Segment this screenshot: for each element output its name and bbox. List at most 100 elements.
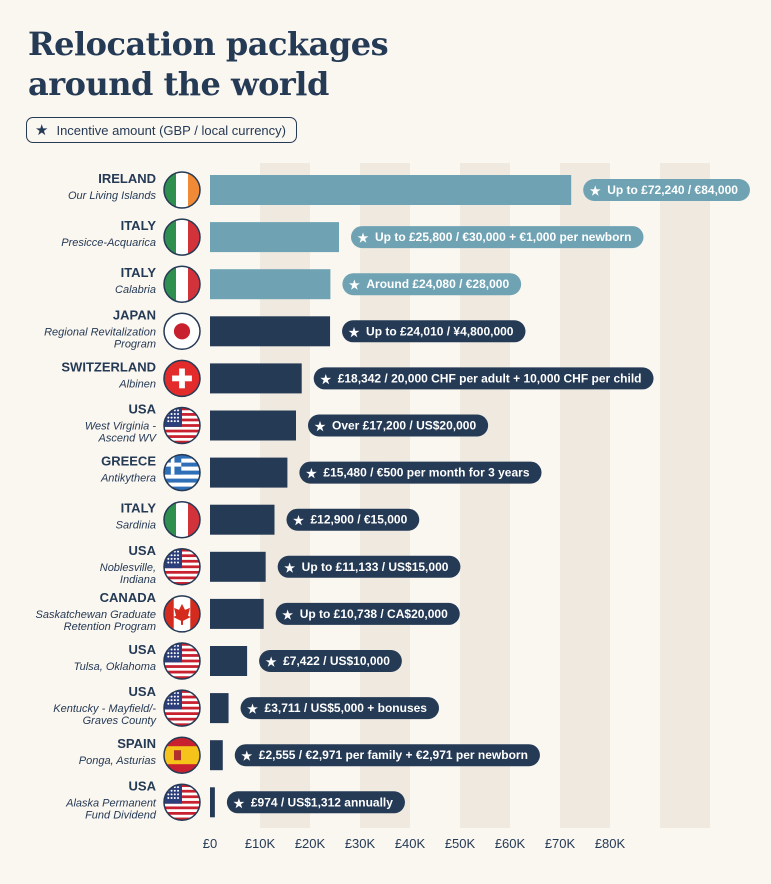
table-row: IRELAND Our Living Islands Up to £72,240 /… — [68, 171, 750, 205]
table-row: ITALY Sardinia £12,900 / €15,000 ★ — [116, 501, 420, 535]
italy-flag-icon — [163, 500, 201, 539]
star-icon: ★ — [247, 702, 258, 716]
bar — [210, 740, 223, 771]
usa-flag-icon — [163, 783, 201, 822]
location-label: Our Living Islands — [68, 190, 157, 202]
table-row: USA Tulsa, Oklahoma £7,422 / US$10,000 ★ — [74, 642, 402, 676]
bar — [210, 457, 288, 488]
value-label: Up to £10,738 / CA$20,000 — [300, 607, 448, 621]
value-label: Up to £24,010 / ¥4,800,000 — [366, 324, 514, 338]
usa-flag-icon — [163, 406, 201, 445]
usa-flag-icon — [163, 642, 201, 680]
location-label: Saskatchewan Graduate — [36, 609, 156, 621]
x-tick-label: £40K — [395, 836, 426, 851]
title-line-1: Relocation packages — [28, 25, 389, 63]
x-tick-label: £0 — [203, 836, 217, 851]
star-icon: ★ — [590, 184, 601, 198]
table-row: USA Noblesville,Indiana Up to £11,133 / US… — [100, 543, 461, 586]
country-label: USA — [129, 642, 157, 657]
country-label: SWITZERLAND — [61, 359, 156, 374]
value-label: Up to £25,800 / €30,000 + €1,000 per new… — [375, 230, 631, 244]
value-pill — [351, 226, 644, 249]
location-label: Regional Revitalization — [44, 326, 156, 338]
star-icon: ★ — [284, 561, 295, 575]
country-label: USA — [129, 778, 157, 793]
star-icon: ★ — [306, 467, 317, 481]
location-label: Indiana — [120, 574, 156, 586]
star-icon: ★ — [349, 278, 360, 292]
star-icon: ★ — [293, 514, 304, 528]
value-label: £12,900 / €15,000 — [311, 513, 408, 527]
value-pill — [308, 414, 489, 437]
x-tick-label: £30K — [345, 836, 376, 851]
country-label: CANADA — [100, 590, 157, 605]
location-label: Antikythera — [100, 473, 156, 485]
usa-flag-icon — [163, 548, 201, 586]
italy-flag-icon — [163, 265, 201, 303]
value-label: £18,342 / 20,000 CHF per adult + 10,000 … — [338, 371, 642, 385]
star-icon: ★ — [349, 325, 360, 339]
value-pill — [299, 461, 542, 484]
value-pill — [259, 650, 402, 672]
italy-flag-icon — [163, 218, 201, 256]
bar — [210, 693, 229, 724]
value-pill — [342, 320, 526, 343]
location-label: Graves County — [83, 715, 158, 727]
location-label: Sardinia — [116, 520, 156, 532]
value-label: £7,422 / US$10,000 — [283, 654, 390, 668]
bar — [210, 646, 248, 676]
value-label: £2,555 / €2,971 per family + €2,971 per … — [259, 748, 528, 762]
country-label: IRELAND — [98, 171, 156, 186]
switzerland-flag-icon — [163, 359, 201, 398]
value-label: £15,480 / €500 per month for 3 years — [323, 466, 529, 480]
legend-label: Incentive amount (GBP / local currency) — [56, 122, 286, 138]
grid-band — [260, 163, 310, 828]
grid-band — [460, 163, 510, 828]
value-pill — [275, 602, 460, 625]
star-icon: ★ — [315, 420, 326, 434]
table-row: ITALY Calabria Around £24,080 / €28,000 ★ — [115, 265, 522, 300]
ireland-flag-icon — [163, 171, 201, 209]
x-tick-label: £10K — [245, 836, 276, 851]
table-row: USA Kentucky - Mayfield/-Graves County £3,… — [53, 684, 439, 727]
bar — [210, 222, 339, 253]
country-label: GREECE — [101, 454, 156, 469]
value-pill — [277, 555, 461, 578]
table-row: USA West Virginia -Ascend WV Over £17,200 … — [85, 402, 489, 445]
value-pill — [342, 273, 522, 296]
page-title: Relocation packages around the world — [28, 24, 428, 104]
bar — [210, 175, 572, 205]
country-label: ITALY — [121, 501, 157, 516]
location-label: Albinen — [118, 378, 156, 390]
value-pill — [313, 367, 654, 390]
value-label: Over £17,200 / US$20,000 — [332, 419, 476, 433]
value-pill — [234, 744, 540, 767]
x-tick-label: £70K — [545, 836, 576, 851]
title-line-2: around the world — [28, 65, 329, 103]
legend: ★ Incentive amount (GBP / local currency… — [26, 117, 297, 143]
location-label: Alaska Permanent — [65, 797, 157, 809]
value-pill — [240, 697, 439, 720]
location-label: Tulsa, Oklahoma — [74, 661, 156, 673]
country-label: ITALY — [121, 265, 157, 280]
table-row: GREECE Antikythera £15,480 / €500 per mont… — [100, 454, 542, 488]
value-pill — [286, 508, 420, 531]
value-label: £3,711 / US$5,000 + bonuses — [265, 701, 428, 715]
location-label: Presicce-Acquarica — [61, 237, 156, 249]
bar — [210, 551, 266, 582]
star-icon: ★ — [233, 796, 244, 810]
grid-band — [660, 163, 710, 828]
star-icon: ★ — [35, 121, 49, 139]
grid-band — [360, 163, 410, 828]
spain-flag-icon — [163, 736, 201, 774]
greece-flag-icon — [163, 453, 201, 492]
star-icon: ★ — [320, 372, 331, 386]
canada-flag-icon — [163, 595, 201, 633]
location-label: Kentucky - Mayfield/- — [53, 703, 156, 715]
location-label: Fund Dividend — [85, 809, 157, 821]
star-icon: ★ — [358, 231, 369, 245]
location-label: Ascend WV — [98, 433, 158, 445]
country-label: USA — [129, 543, 157, 558]
x-tick-label: £60K — [495, 836, 526, 851]
